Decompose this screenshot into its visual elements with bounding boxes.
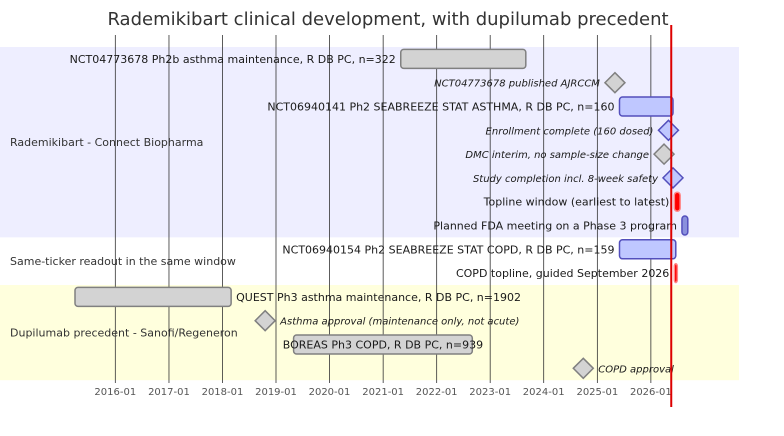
task-marks [74,48,689,380]
x-tick-label: 2019-01 [255,387,297,398]
task-bar [681,215,689,236]
x-tick-label: 2026-01 [630,387,672,398]
x-tick-label: 2020-01 [309,387,351,398]
grid-lines [114,35,652,383]
milestone-label: DMC interim, no sample-size change [465,150,649,161]
task-bar [618,239,677,260]
task-label: NCT04773678 Ph2b asthma maintenance, R D… [70,53,396,66]
x-tick-label: 2018-01 [202,387,244,398]
milestone-label: COPD approval [598,364,674,375]
task-label: Planned FDA meeting on a Phase 3 program [433,220,677,233]
x-tick-label: 2024-01 [523,387,565,398]
task-bar [400,48,527,70]
section-labels: Rademikibart - Connect Biopharma Same-tic… [10,136,238,339]
task-label: NCT06940154 Ph2 SEABREEZE STAT COPD, R D… [282,243,614,256]
section-band [0,237,739,285]
task-label: BOREAS Ph3 COPD, R DB PC, n=939 [283,339,483,352]
x-tick-label: 2025-01 [576,387,618,398]
milestone-label: Study completion incl. 8-week safety [473,174,659,185]
x-tick-label: 2023-01 [469,387,511,398]
x-tick-label: 2021-01 [362,387,404,398]
task-bar [673,191,681,212]
task-bar [673,262,679,284]
task-bar [292,334,474,355]
milestone-marker [657,119,680,142]
task-label: Topline window (earliest to latest) [483,196,670,209]
section-label: Dupilumab precedent - Sanofi/Regeneron [10,327,238,340]
milestone-label: Enrollment complete (160 dosed) [486,126,654,137]
milestone-marker [254,309,277,332]
milestone-marker [661,166,685,189]
section-label: Same-ticker readout in the same window [10,255,236,268]
task-label: COPD topline, guided September 2026 [456,267,669,280]
x-tick-label: 2022-01 [416,387,458,398]
section-label: Rademikibart - Connect Biopharma [10,136,203,149]
task-bar [74,286,232,308]
milestone-marker [572,357,595,380]
task-label: QUEST Ph3 asthma maintenance, R DB PC, n… [236,291,521,304]
x-tick-label: 2016-01 [94,387,136,398]
task-bar [618,96,674,117]
task-label: NCT06940141 Ph2 SEABREEZE STAT ASTHMA, R… [267,101,614,114]
milestone-label: NCT04773678 published AJRCCM [434,79,600,90]
chart-title: Rademikibart clinical development, with … [107,9,668,30]
task-labels: NCT04773678 Ph2b asthma maintenance, R D… [70,53,677,375]
milestone-label: Asthma approval (maintenance only, not a… [279,317,519,328]
x-tick-label: 2017-01 [148,387,190,398]
x-axis-ticks: 2016-01 2017-01 2018-01 2019-01 2020-01 2021-… [94,387,671,398]
milestone-marker [603,71,627,94]
